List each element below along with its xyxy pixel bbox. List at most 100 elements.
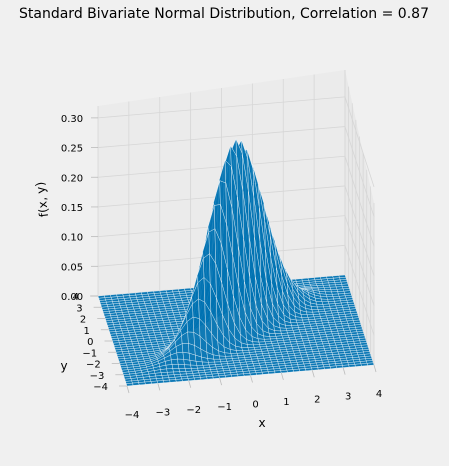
grid-line <box>344 215 375 306</box>
surface-patch <box>274 370 282 374</box>
x-tick-mark <box>342 367 346 375</box>
z-tick-label: 0.15 <box>61 203 83 214</box>
surface-patch <box>310 306 319 310</box>
surface-patch <box>292 368 301 372</box>
surface-patch <box>342 364 350 368</box>
surface-patch <box>329 284 337 288</box>
surface-patch <box>335 365 344 369</box>
surface-plot <box>97 138 375 387</box>
surface-patch <box>300 314 309 318</box>
surface-patch <box>329 365 338 369</box>
x-tick-label: 4 <box>376 389 382 400</box>
surface-patch <box>126 382 134 387</box>
surface-patch <box>166 368 174 373</box>
surface-patch <box>286 369 294 373</box>
surface-patch <box>212 375 220 379</box>
surface-patch <box>160 368 168 373</box>
grid-line <box>344 126 375 217</box>
surface-patch <box>182 343 190 354</box>
x-tick-mark <box>280 372 284 380</box>
tick-labels: −4 −3 −2 −1 0 1 2 3 4−4−3−2−1012340.000.050.100.… <box>61 114 382 421</box>
surface-patch <box>150 380 159 384</box>
surface-patch <box>298 368 307 372</box>
surface-patch <box>317 366 325 370</box>
z-tick-label: 0.10 <box>61 233 83 244</box>
surface-patch <box>224 352 232 357</box>
grid-line <box>344 96 375 187</box>
y-tick-label: −4 <box>93 382 108 393</box>
surface-patch <box>181 378 190 382</box>
surface-patch <box>261 371 270 375</box>
surface-patch <box>322 282 330 286</box>
surface-patch <box>231 374 239 378</box>
surface-patch <box>218 375 227 379</box>
surface-patch <box>241 347 249 351</box>
surface-patch <box>193 377 202 381</box>
surface-patch <box>247 344 255 348</box>
surface-patch <box>252 341 260 346</box>
surface-patch <box>268 370 276 375</box>
z-tick-label: 0.00 <box>61 292 83 303</box>
surface-patch <box>243 373 251 377</box>
chart-title: Standard Bivariate Normal Distribution, … <box>19 6 429 22</box>
surface-patch <box>182 351 191 361</box>
surface-patch <box>348 364 356 368</box>
surface-patch <box>268 333 277 337</box>
surface-patch <box>187 377 196 381</box>
surface-patch <box>184 364 192 369</box>
z-axis-label: f(x, y) <box>33 181 51 218</box>
surface-patch <box>190 364 198 369</box>
x-tick-label: −3 <box>156 407 171 418</box>
surface-patch <box>354 363 362 367</box>
x-tick-label: 1 <box>283 397 289 408</box>
y-tick-label: −1 <box>82 348 97 359</box>
surface-patch <box>138 381 146 386</box>
surface-patch <box>224 374 233 378</box>
y-axis-label: y <box>60 359 67 373</box>
surface-patch <box>165 364 174 370</box>
x-tick-label: 2 <box>314 394 320 405</box>
surface-patch <box>132 382 140 386</box>
x-tick-label: 0 <box>252 400 258 411</box>
surface-patch <box>285 325 293 329</box>
surface-patch <box>311 367 319 371</box>
surface-patch <box>323 366 332 370</box>
surface-patch <box>320 296 328 300</box>
x-tick-mark <box>373 364 377 373</box>
surface-patch <box>306 311 314 315</box>
surface-patch <box>257 338 266 343</box>
x-tick-mark <box>219 378 223 386</box>
surface-patch <box>316 285 325 288</box>
surface-patch <box>178 368 187 372</box>
surface-patch <box>280 369 288 374</box>
grid-line <box>344 245 375 336</box>
x-tick-mark <box>157 383 161 391</box>
surface-patch <box>183 359 191 366</box>
grid-line <box>97 155 346 178</box>
surface-patch <box>206 376 214 380</box>
y-tick-label: 1 <box>84 326 90 337</box>
x-tick-mark <box>311 370 315 378</box>
y-tick-label: 3 <box>76 303 82 314</box>
surface-patch <box>184 368 193 372</box>
surface-patch <box>249 372 257 376</box>
x-tick-label: −4 <box>125 410 140 421</box>
surface-patch <box>175 378 183 382</box>
x-axis-label: x <box>258 416 265 430</box>
x-tick-mark <box>250 375 253 383</box>
surface-patch <box>171 358 179 365</box>
surface-patch <box>156 380 165 384</box>
surface-patch <box>213 359 221 363</box>
surface-patch <box>310 285 319 288</box>
surface-patch <box>315 301 324 305</box>
surface-patch <box>177 364 186 369</box>
surface-patch <box>176 352 184 360</box>
surface-patch <box>366 362 375 366</box>
z-tick-label: 0.25 <box>61 144 83 155</box>
surface-patch <box>163 379 171 383</box>
surface-patch <box>324 289 332 293</box>
surface-patch <box>201 361 210 366</box>
grid-line <box>344 156 375 247</box>
surface-patch <box>219 355 227 360</box>
